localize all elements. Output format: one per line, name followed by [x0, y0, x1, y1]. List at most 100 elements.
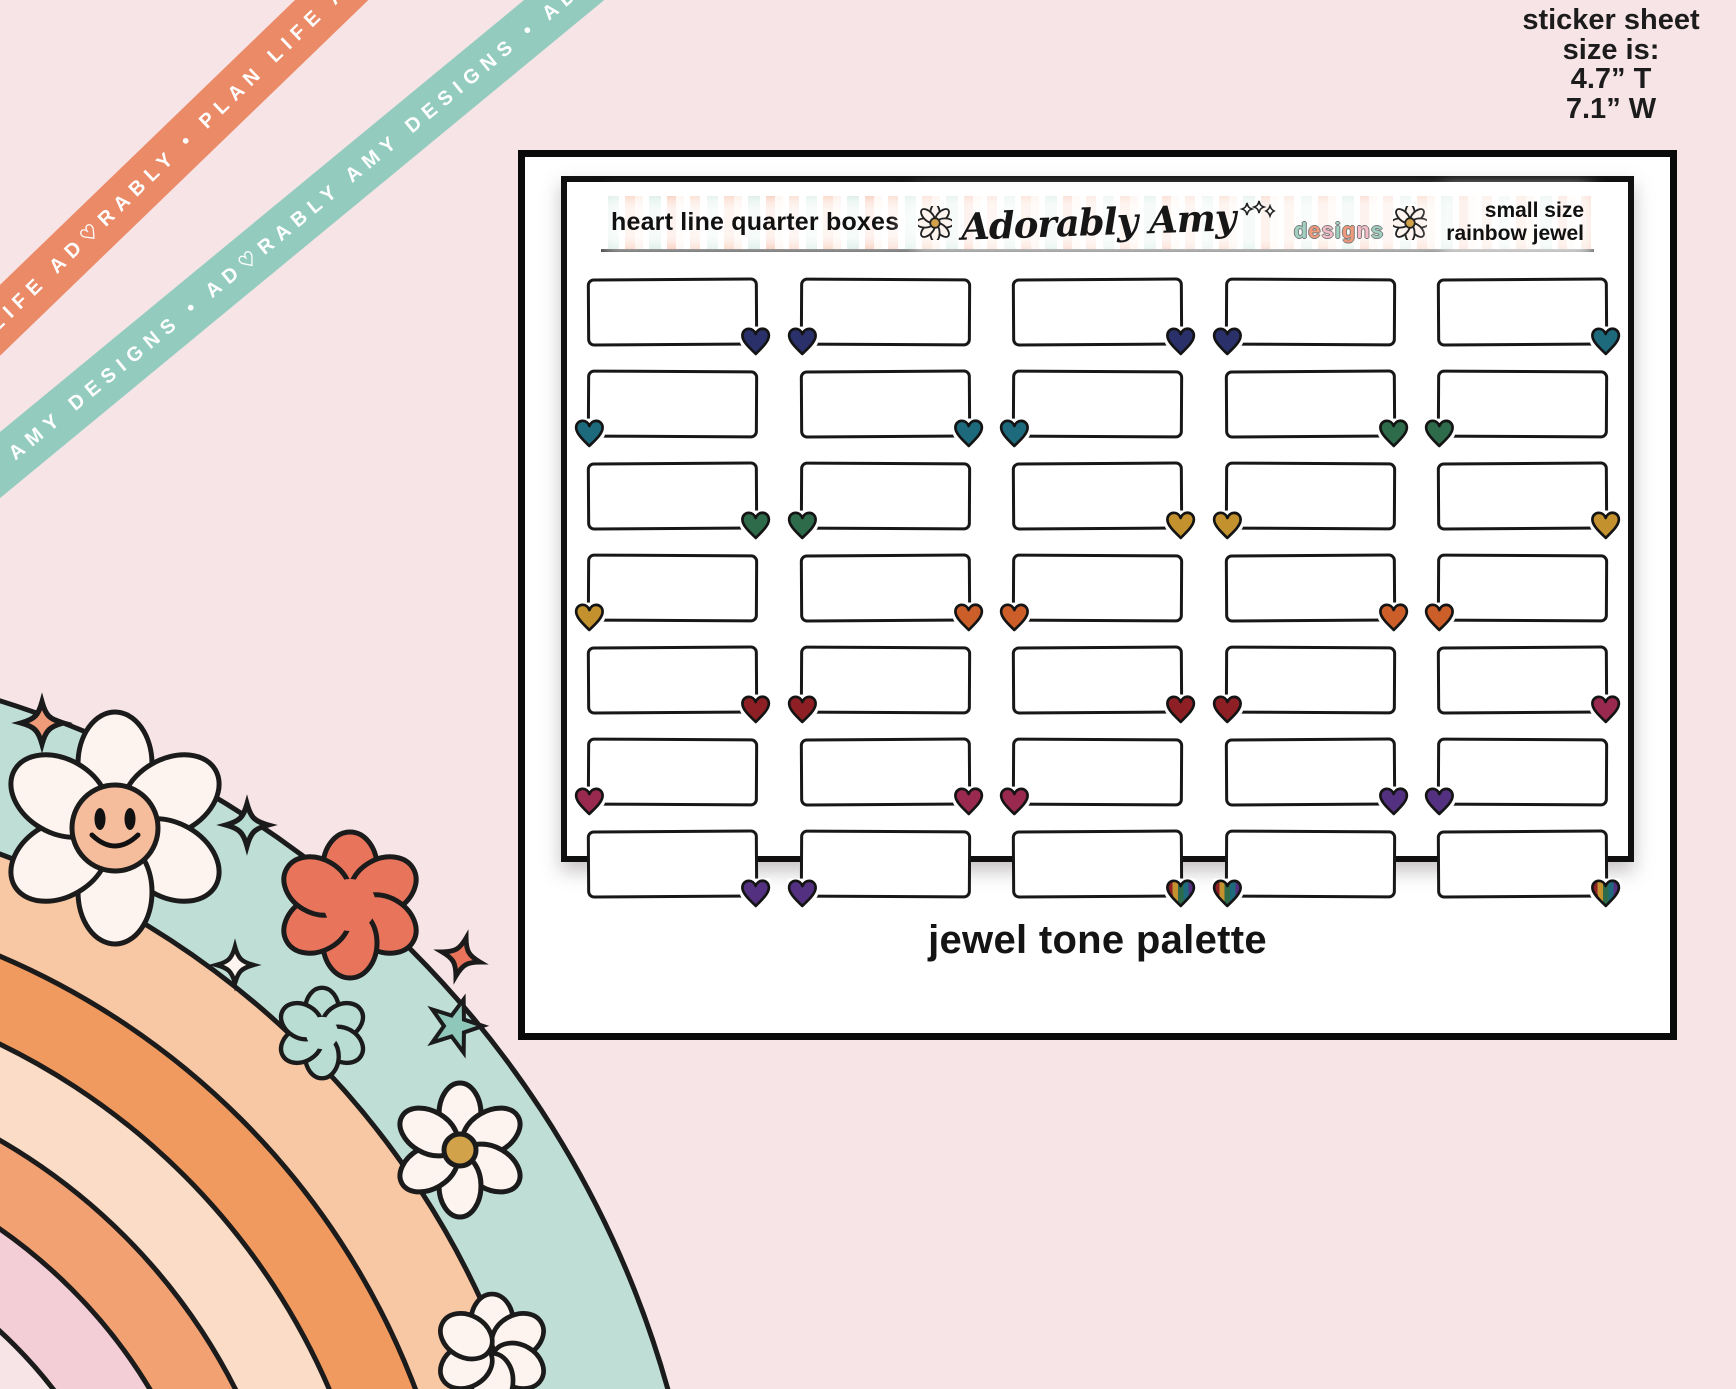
brand-designs: designs [1294, 218, 1384, 244]
green-heart-icon [739, 510, 771, 541]
green-heart-icon [786, 510, 818, 541]
rainbow-illustration [0, 692, 671, 1389]
product-card: heart line quarter boxes Adorably Amy [518, 150, 1677, 1040]
daisy-icon [1393, 205, 1428, 240]
brand-designs-letter: g [1341, 217, 1357, 243]
quarter-box-r4c5 [1424, 553, 1609, 633]
size-note-line1: sticker sheet [1522, 4, 1700, 36]
rainbow-heart-icon [1590, 878, 1622, 909]
quarter-box-r6c5 [1424, 737, 1609, 817]
quarter-box-r7c3 [1011, 829, 1197, 909]
quarter-box-r4c2 [799, 553, 984, 633]
brand-designs-letter: d [1293, 217, 1309, 243]
quarter-box-r2c5 [1424, 369, 1609, 449]
quarter-box-r3c4 [1211, 461, 1396, 541]
quarter-box-r5c5 [1437, 645, 1622, 725]
orange-heart-icon [1377, 602, 1409, 633]
sheet-header-band: heart line quarter boxes Adorably Amy [601, 195, 1594, 252]
brand-designs-letter: s [1370, 217, 1385, 243]
purple-heart-icon [1377, 786, 1409, 817]
quarter-box-r6c2 [799, 737, 984, 817]
purple-heart-icon [739, 878, 771, 909]
navy-heart-icon [739, 326, 771, 357]
smiley-daisy-icon [8, 709, 222, 947]
navy-heart-icon [786, 326, 818, 357]
quarter-box-r2c4 [1224, 369, 1409, 449]
berry-heart-icon [1590, 694, 1622, 725]
rainbow-heart-icon [1211, 878, 1243, 909]
palette-caption: jewel tone palette [928, 918, 1267, 962]
quarter-box-r5c2 [786, 645, 971, 725]
quarter-box-r7c2 [786, 829, 971, 909]
purple-heart-icon [786, 878, 818, 909]
quarter-box-r1c5 [1437, 277, 1622, 357]
quarter-box-r1c3 [1011, 277, 1197, 357]
quarter-box-r5c3 [1011, 645, 1197, 725]
brand-designs-letter: s [1321, 217, 1335, 243]
sparkle-icons [11, 692, 490, 1059]
red-heart-icon [1211, 694, 1243, 725]
quarter-box-r6c4 [1224, 737, 1409, 817]
orange-heart-icon [952, 602, 984, 633]
red-heart-icon [786, 694, 818, 725]
quarter-box-r1c4 [1211, 277, 1396, 357]
quarter-box-r2c2 [799, 369, 984, 449]
quarter-box-r2c3 [998, 369, 1183, 449]
teal-heart-icon [952, 418, 984, 449]
rainbow-heart-icon [1164, 878, 1197, 909]
teal-heart-icon [573, 418, 605, 449]
quarter-box-r6c3 [998, 737, 1183, 817]
berry-heart-icon [998, 786, 1031, 817]
sticker-sheet: heart line quarter boxes Adorably Amy [561, 176, 1634, 909]
teal-heart-icon [1590, 326, 1622, 357]
brand-designs-letter: e [1308, 217, 1322, 243]
navy-heart-icon [1164, 326, 1197, 357]
size-note-line2: size is: [1562, 33, 1660, 66]
gold-heart-icon [1164, 510, 1197, 541]
sparkles-icon [1239, 200, 1276, 219]
quarter-box-r7c5 [1437, 829, 1622, 909]
quarter-box-r6c1 [573, 737, 758, 817]
daisy-icon [918, 205, 953, 240]
sheet-title: heart line quarter boxes [611, 208, 900, 237]
sheet-variant-label: small size rainbow jewel [1446, 199, 1584, 245]
teal-heart-icon [998, 418, 1031, 449]
green-heart-icon [1424, 418, 1456, 449]
quarter-box-r1c2 [786, 277, 971, 357]
coral-flower-icon [281, 829, 419, 981]
quarter-box-r4c3 [998, 553, 1183, 633]
brand-logo: Adorably Amy designs [918, 195, 1428, 249]
variant-palette: rainbow jewel [1446, 221, 1584, 245]
gold-heart-icon [1590, 510, 1622, 541]
boxes-grid [573, 277, 1622, 909]
quarter-box-r2c1 [573, 369, 758, 449]
gold-heart-icon [573, 602, 605, 633]
berry-heart-icon [573, 786, 605, 817]
white-flower-icon [438, 1291, 546, 1389]
size-note-line4: 7.1” W [1565, 92, 1657, 125]
orange-heart-icon [998, 602, 1031, 633]
gold-heart-icon [1211, 510, 1243, 541]
purple-heart-icon [1424, 786, 1456, 817]
green-heart-icon [1377, 418, 1409, 449]
quarter-box-r3c2 [786, 461, 971, 541]
brand-designs-letter: n [1356, 217, 1371, 243]
quarter-box-r5c1 [586, 645, 771, 725]
red-heart-icon [739, 694, 771, 725]
quarter-box-r4c1 [573, 553, 758, 633]
navy-heart-icon [1211, 326, 1243, 357]
size-note: sticker sheet size is: 4.7” T 7.1” W [1496, 4, 1726, 125]
size-note-line3: 4.7” T [1570, 63, 1652, 96]
quarter-box-r7c4 [1211, 829, 1396, 909]
variant-size: small size [1484, 199, 1584, 223]
quarter-box-r5c4 [1211, 645, 1396, 725]
red-heart-icon [1164, 694, 1197, 725]
mint-flower-icon [278, 985, 366, 1081]
gold-daisy-icon [397, 1080, 523, 1220]
quarter-box-r3c1 [586, 461, 771, 541]
brand-script: Adorably Amy [960, 195, 1237, 249]
brand-designs-letter: i [1334, 217, 1342, 243]
quarter-box-r1c1 [586, 277, 771, 357]
quarter-box-r3c3 [1011, 461, 1197, 541]
